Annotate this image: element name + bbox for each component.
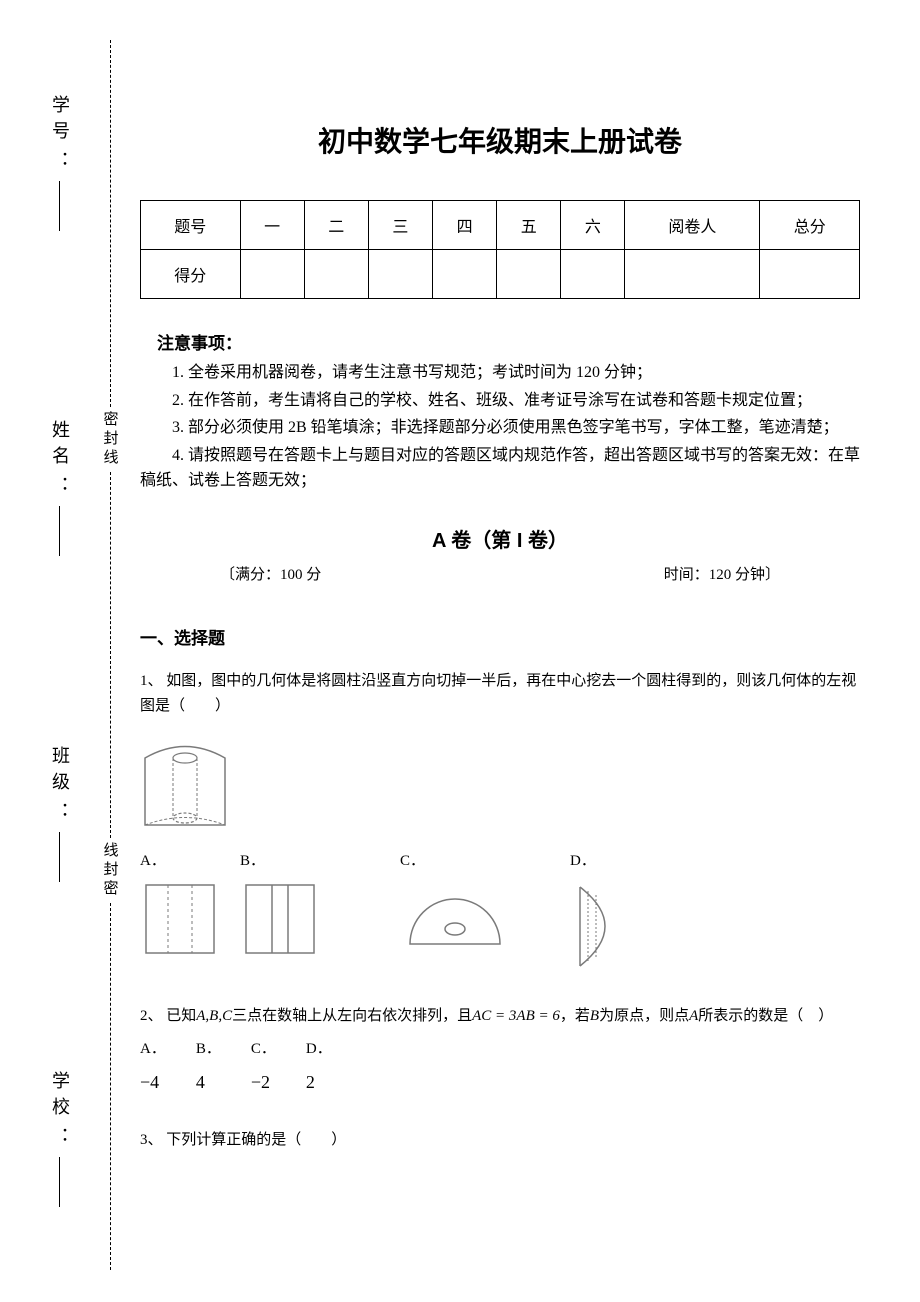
- student-info-sidebar: 学号 ： 姓名 ： 班级 ： 学校 ：: [20, 0, 100, 1302]
- side-blank-line: [59, 506, 61, 556]
- side-name: 姓名 ：: [47, 420, 73, 556]
- meta-right: 时间：120 分钟〕: [664, 563, 780, 584]
- table-row: 题号 一 二 三 四 五 六 阅卷人 总分: [141, 201, 860, 250]
- side-suffix: ：: [47, 151, 73, 177]
- q2-mid1: 三点在数轴上从左向右依次排列，且: [232, 1008, 472, 1024]
- q2-eq: AC = 3AB = 6: [472, 1008, 560, 1024]
- opt-label: C．: [400, 849, 425, 875]
- side-suffix: ：: [47, 1127, 73, 1153]
- side-class: 班级 ：: [47, 746, 73, 882]
- score-cell: [561, 250, 625, 299]
- option-c: C． −2: [251, 1037, 276, 1097]
- opt-value: −4: [140, 1067, 159, 1098]
- half-cylinder-icon: [140, 730, 230, 830]
- score-cell: [433, 250, 497, 299]
- th-col: 四: [433, 201, 497, 250]
- option-a: A．: [140, 849, 230, 959]
- score-table: 题号 一 二 三 四 五 六 阅卷人 总分 得分: [140, 200, 860, 299]
- option-a-icon: [140, 879, 220, 959]
- notice-item: 3. 部分必须使用 2B 铅笔填涂；非选择题部分必须使用黑色签字笔书写，字体工整…: [140, 415, 860, 441]
- q1-options: A． B． C．: [140, 849, 860, 974]
- side-student-id: 学号 ：: [47, 95, 73, 231]
- option-c-icon: [400, 879, 510, 959]
- opt-label: D．: [306, 1037, 332, 1063]
- th-col: 五: [497, 201, 561, 250]
- side-blank-line: [59, 1157, 61, 1207]
- th-label: 题号: [141, 201, 241, 250]
- row-label: 得分: [141, 250, 241, 299]
- option-d: D． 2: [306, 1037, 332, 1097]
- dash-segment: [110, 40, 111, 407]
- notice-heading: 注意事项：: [140, 329, 860, 354]
- q1-main-figure: [140, 730, 860, 840]
- side-label: 学校: [47, 1071, 73, 1123]
- score-cell: [497, 250, 561, 299]
- opt-label: B．: [240, 849, 265, 875]
- side-label: 学号: [47, 95, 73, 147]
- opt-label: B．: [196, 1037, 221, 1063]
- seal-text-top: 密封线: [100, 407, 121, 472]
- q3-text: 3、 下列计算正确的是（ ）: [140, 1128, 860, 1154]
- paper-meta: 〔满分：100 分 时间：120 分钟〕: [140, 563, 860, 584]
- option-b: B．: [240, 849, 390, 959]
- th-col: 三: [368, 201, 432, 250]
- side-label: 姓名: [47, 420, 73, 472]
- q2-mid2: ，若: [560, 1008, 590, 1024]
- side-suffix: ：: [47, 802, 73, 828]
- score-cell: [760, 250, 860, 299]
- score-cell: [304, 250, 368, 299]
- opt-label: D．: [570, 849, 596, 875]
- main-content: 初中数学七年级期末上册试卷 题号 一 二 三 四 五 六 阅卷人 总分 得分 注…: [140, 120, 860, 1169]
- exam-title: 初中数学七年级期末上册试卷: [140, 120, 860, 160]
- seal-text-bottom: 线封密: [100, 838, 121, 903]
- option-d: D．: [570, 849, 640, 974]
- th-col: 一: [240, 201, 304, 250]
- opt-value: 4: [196, 1067, 205, 1098]
- question-2: 2、 已知A,B,C三点在数轴上从左向右依次排列，且AC = 3AB = 6，若…: [140, 1004, 860, 1098]
- side-school: 学校 ：: [47, 1071, 73, 1207]
- th-col: 二: [304, 201, 368, 250]
- side-blank-line: [59, 181, 61, 231]
- notice-item: 1. 全卷采用机器阅卷，请考生注意书写规范；考试时间为 120 分钟；: [140, 360, 860, 386]
- dash-segment: [110, 472, 111, 839]
- option-b: B． 4: [196, 1037, 221, 1097]
- q2-a: A: [689, 1008, 698, 1024]
- q1-text: 1、 如图，图中的几何体是将圆柱沿竖直方向切掉一半后，再在中心挖去一个圆柱得到的…: [140, 669, 860, 720]
- seal-line: 密封线 线封密: [100, 40, 120, 1270]
- q2-text: 2、 已知A,B,C三点在数轴上从左向右依次排列，且AC = 3AB = 6，若…: [140, 1004, 860, 1030]
- table-row: 得分: [141, 250, 860, 299]
- q2-end: 所表示的数是（ ）: [698, 1008, 833, 1024]
- notice-item: 2. 在作答前，考生请将自己的学校、姓名、班级、准考证号涂写在试卷和答题卡规定位…: [140, 388, 860, 414]
- meta-left: 〔满分：100 分: [220, 563, 321, 584]
- q2-mid3: 为原点，则点: [599, 1008, 689, 1024]
- option-b-icon: [240, 879, 320, 959]
- th-col: 六: [561, 201, 625, 250]
- question-1: 1、 如图，图中的几何体是将圆柱沿竖直方向切掉一半后，再在中心挖去一个圆柱得到的…: [140, 669, 860, 974]
- option-d-icon: [570, 879, 640, 974]
- side-suffix: ：: [47, 476, 73, 502]
- score-cell: [368, 250, 432, 299]
- th-col: 总分: [760, 201, 860, 250]
- opt-value: 2: [306, 1067, 315, 1098]
- q2-options: A． −4 B． 4 C． −2 D． 2: [140, 1037, 860, 1097]
- paper-header: A 卷（第 I 卷）: [140, 524, 860, 553]
- section-title: 一、选择题: [140, 624, 860, 649]
- score-cell: [625, 250, 760, 299]
- q2-b: B: [590, 1008, 599, 1024]
- side-blank-line: [59, 832, 61, 882]
- opt-label: C．: [251, 1037, 276, 1063]
- opt-label: A．: [140, 849, 166, 875]
- q2-abc: A,B,C: [196, 1008, 232, 1024]
- option-c: C．: [400, 849, 560, 959]
- opt-value: −2: [251, 1067, 270, 1098]
- option-a: A． −4: [140, 1037, 166, 1097]
- q2-prefix: 2、 已知: [140, 1008, 196, 1024]
- dash-segment: [110, 903, 111, 1270]
- th-col: 阅卷人: [625, 201, 760, 250]
- notice-item: 4. 请按照题号在答题卡上与题目对应的答题区域内规范作答，超出答题区域书写的答案…: [140, 443, 860, 494]
- score-cell: [240, 250, 304, 299]
- side-label: 班级: [47, 746, 73, 798]
- opt-label: A．: [140, 1037, 166, 1063]
- question-3: 3、 下列计算正确的是（ ）: [140, 1128, 860, 1154]
